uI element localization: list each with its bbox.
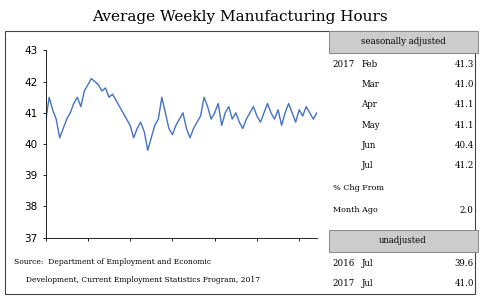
Text: seasonally adjusted: seasonally adjusted [361,37,445,46]
Text: 2016: 2016 [333,259,355,268]
Text: Jul: Jul [361,161,373,170]
Text: Source:  Department of Employment and Economic: Source: Department of Employment and Eco… [14,258,212,266]
Text: unadjusted: unadjusted [379,236,427,245]
Text: Month Ago: Month Ago [333,206,377,214]
Text: 39.6: 39.6 [455,259,474,268]
Text: 2.0: 2.0 [460,206,474,214]
Text: 41.2: 41.2 [455,161,474,170]
Text: Jul: Jul [361,279,373,288]
Text: May: May [361,121,380,129]
Text: 41.0: 41.0 [454,279,474,288]
Text: Mar: Mar [361,80,379,89]
Text: Jul: Jul [361,259,373,268]
Text: 41.3: 41.3 [455,60,474,69]
Text: Jun: Jun [361,141,376,150]
Text: Apr: Apr [361,100,377,109]
Text: 41.1: 41.1 [454,100,474,109]
Text: Development, Current Employment Statistics Program, 2017: Development, Current Employment Statisti… [14,276,261,284]
Text: % Chg From: % Chg From [333,184,384,192]
Text: Average Weekly Manufacturing Hours: Average Weekly Manufacturing Hours [92,10,388,24]
Text: 41.1: 41.1 [454,121,474,129]
Text: 2017: 2017 [333,279,355,288]
Text: Feb: Feb [361,60,378,69]
Text: 40.4: 40.4 [455,141,474,150]
Text: 41.0: 41.0 [454,80,474,89]
Text: 2017: 2017 [333,60,355,69]
